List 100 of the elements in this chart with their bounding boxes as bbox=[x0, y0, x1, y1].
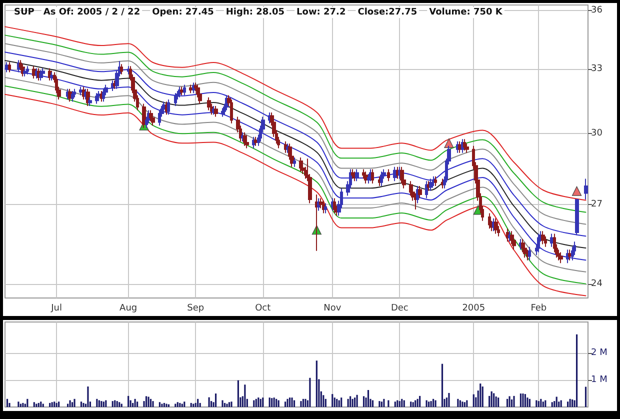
candlestick bbox=[584, 178, 588, 200]
candlestick bbox=[355, 168, 359, 182]
candlestick bbox=[393, 166, 397, 182]
candlestick bbox=[299, 156, 303, 172]
y-tick-label: 1 M bbox=[591, 375, 608, 386]
candlestick bbox=[519, 238, 522, 250]
candlestick bbox=[8, 62, 11, 73]
candlestick bbox=[68, 88, 72, 102]
candlestick bbox=[207, 96, 211, 111]
candlestick bbox=[429, 178, 433, 192]
candlestick bbox=[37, 68, 40, 82]
candlestick bbox=[241, 132, 244, 142]
y-tick-label: 33 bbox=[591, 64, 602, 74]
candlestick bbox=[371, 168, 374, 184]
x-tick-label: Dec bbox=[390, 304, 408, 314]
candlestick bbox=[528, 246, 531, 261]
candlestick bbox=[367, 173, 370, 184]
candlestick bbox=[315, 194, 318, 252]
candlestick bbox=[416, 185, 419, 204]
candlestick bbox=[151, 114, 155, 126]
annotation: Low: 27.2 bbox=[296, 8, 346, 18]
candlestick bbox=[387, 168, 390, 182]
candlestick bbox=[127, 66, 130, 75]
candlestick bbox=[537, 233, 540, 253]
y-tick-label: 27 bbox=[591, 199, 602, 210]
candlestick bbox=[351, 168, 354, 180]
candlestick bbox=[26, 66, 29, 75]
candlestick bbox=[559, 252, 563, 264]
candlestick bbox=[293, 156, 296, 168]
y-tick-label: 30 bbox=[591, 128, 603, 138]
x-tick-label: 2005 bbox=[462, 304, 486, 314]
x-tick-label: Oct bbox=[255, 304, 272, 314]
candlestick bbox=[319, 198, 323, 209]
candlestick bbox=[158, 110, 161, 126]
y-tick-label: 36 bbox=[591, 6, 603, 16]
candlestick bbox=[322, 200, 325, 214]
candlestick bbox=[23, 68, 27, 77]
candlestick bbox=[192, 82, 195, 94]
candlestick bbox=[286, 143, 289, 154]
candlestick bbox=[458, 140, 462, 154]
candlestick bbox=[174, 92, 177, 106]
candlestick bbox=[409, 180, 413, 196]
candlestick bbox=[333, 198, 336, 214]
annotation: Open: 27.45 bbox=[152, 8, 214, 18]
candlestick bbox=[142, 103, 146, 128]
point bbox=[572, 186, 582, 196]
candlestick bbox=[17, 60, 20, 73]
y-tick-label: 2 M bbox=[591, 348, 608, 358]
candlestick bbox=[550, 233, 554, 248]
candlestick bbox=[167, 99, 170, 116]
candlestick bbox=[41, 68, 45, 77]
candlestick bbox=[568, 249, 572, 261]
candlestick bbox=[71, 90, 74, 102]
candlestick bbox=[508, 230, 511, 242]
candlestick bbox=[461, 138, 464, 154]
y-tick-label: 24 bbox=[591, 278, 603, 289]
candlestick bbox=[230, 99, 233, 124]
candlestick bbox=[364, 171, 368, 184]
candlestick bbox=[50, 72, 54, 82]
candlestick bbox=[463, 138, 466, 152]
candlestick bbox=[214, 105, 218, 118]
x-tick-label: Aug bbox=[120, 304, 138, 314]
candlestick bbox=[541, 230, 545, 245]
candlestick bbox=[82, 86, 85, 100]
candlestick bbox=[243, 132, 247, 146]
candlestick bbox=[32, 66, 36, 79]
candlestick bbox=[284, 140, 287, 154]
x-tick-label: Nov bbox=[324, 304, 342, 314]
annotation: Volume: 750 K bbox=[429, 8, 504, 18]
candlestick bbox=[575, 198, 579, 236]
candlestick bbox=[120, 64, 123, 75]
candlestick bbox=[400, 166, 404, 184]
candlestick bbox=[441, 178, 444, 189]
candlestick bbox=[378, 176, 381, 186]
candlestick bbox=[494, 218, 498, 234]
candlestick bbox=[418, 185, 422, 199]
candlestick bbox=[147, 110, 150, 124]
candlestick bbox=[488, 212, 491, 230]
candlestick bbox=[79, 86, 83, 96]
candlestick bbox=[73, 88, 76, 98]
candlestick bbox=[183, 84, 186, 96]
x-tick-label: Jul bbox=[50, 304, 62, 314]
annotation: Close:27.75 bbox=[358, 8, 418, 18]
candlestick bbox=[221, 108, 224, 118]
candlestick bbox=[111, 80, 114, 92]
candlestick bbox=[465, 143, 469, 154]
candlestick bbox=[212, 105, 215, 116]
candlestick bbox=[189, 84, 193, 94]
candlestick bbox=[380, 171, 383, 186]
x-tick-label: Sep bbox=[187, 304, 204, 314]
point bbox=[444, 138, 454, 148]
candlestick bbox=[434, 176, 437, 186]
candlestick bbox=[425, 180, 428, 199]
candlestick bbox=[5, 62, 9, 73]
candlestick bbox=[180, 86, 184, 96]
candlestick bbox=[254, 136, 258, 146]
chart-title: SUP bbox=[14, 8, 35, 18]
annotation: As Of: 2005 / 2 / 22 bbox=[43, 8, 140, 18]
candlestick bbox=[88, 96, 92, 106]
candlestick bbox=[102, 88, 105, 102]
